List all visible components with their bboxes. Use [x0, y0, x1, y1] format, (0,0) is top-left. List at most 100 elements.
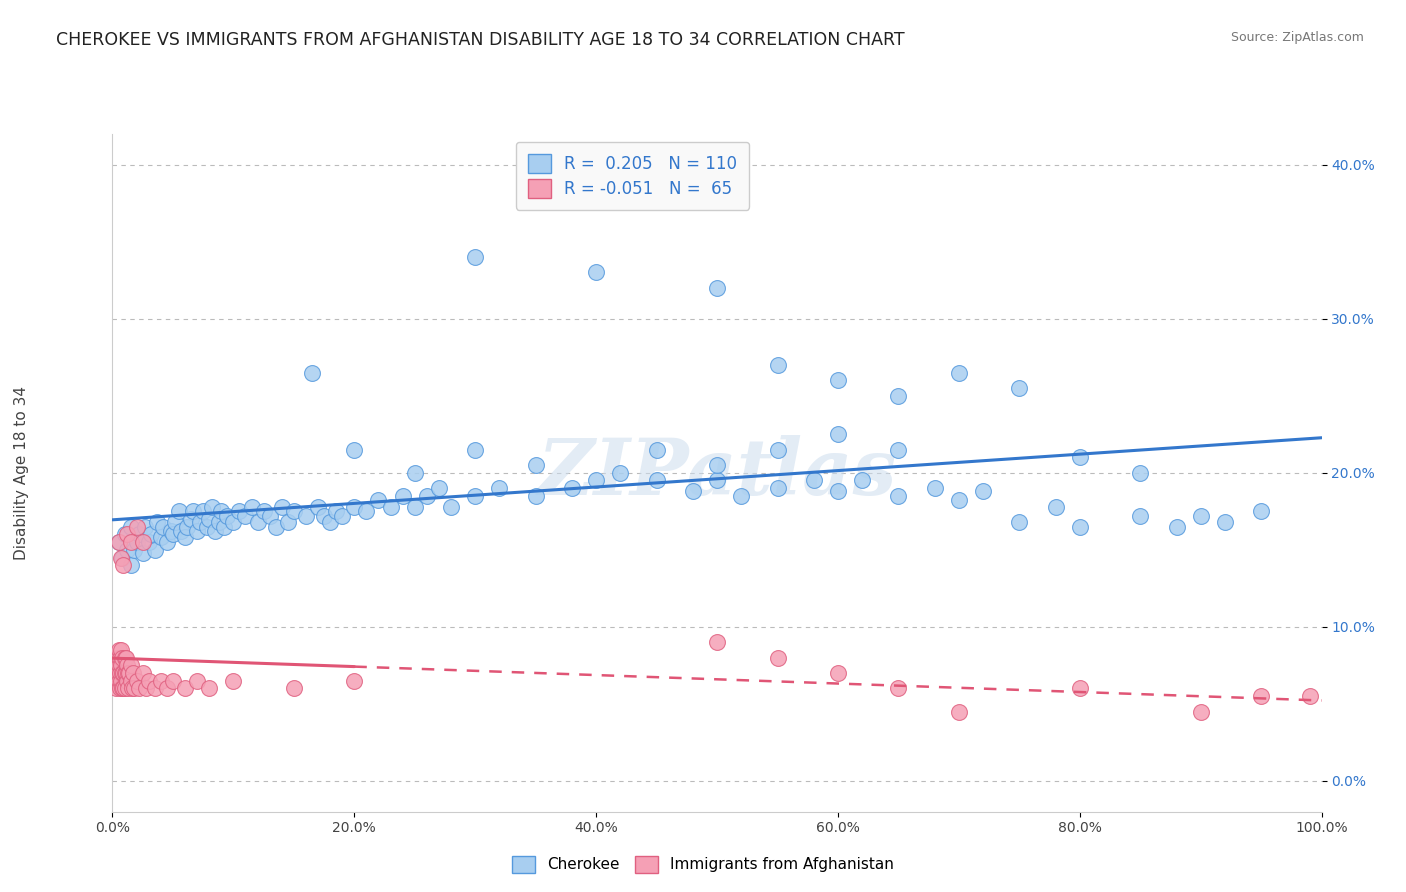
Point	[343, 500, 366, 514]
Point	[887, 681, 910, 696]
Point	[948, 705, 970, 719]
Point	[1189, 705, 1212, 719]
Point	[270, 500, 292, 514]
Point	[120, 535, 142, 549]
Point	[325, 504, 347, 518]
Point	[1069, 519, 1091, 533]
Point	[198, 512, 221, 526]
Text: ZIPatlas: ZIPatlas	[537, 434, 897, 511]
Point	[380, 500, 402, 514]
Point	[208, 515, 231, 529]
Point	[204, 524, 226, 539]
Point	[1250, 504, 1272, 518]
Point	[609, 466, 631, 480]
Point	[222, 515, 245, 529]
Point	[464, 489, 486, 503]
Point	[135, 681, 157, 696]
Point	[149, 531, 172, 545]
Point	[128, 527, 150, 541]
Point	[312, 508, 335, 523]
Point	[112, 558, 135, 573]
Point	[112, 681, 135, 696]
Point	[174, 681, 197, 696]
Point	[105, 666, 128, 681]
Point	[114, 666, 136, 681]
Point	[1008, 515, 1031, 529]
Point	[115, 542, 138, 557]
Point	[427, 481, 450, 495]
Point	[464, 250, 486, 264]
Point	[143, 681, 166, 696]
Point	[235, 508, 257, 523]
Point	[110, 658, 132, 673]
Point	[114, 527, 136, 541]
Point	[195, 519, 218, 533]
Point	[1069, 681, 1091, 696]
Text: Disability Age 18 to 34: Disability Age 18 to 34	[14, 385, 28, 560]
Point	[391, 489, 413, 503]
Point	[295, 508, 318, 523]
Point	[645, 474, 668, 488]
Point	[165, 515, 187, 529]
Point	[887, 442, 910, 457]
Point	[1008, 381, 1031, 395]
Point	[120, 673, 142, 688]
Point	[115, 658, 138, 673]
Legend: Cherokee, Immigrants from Afghanistan: Cherokee, Immigrants from Afghanistan	[505, 848, 901, 880]
Point	[125, 673, 148, 688]
Point	[134, 519, 156, 533]
Point	[264, 519, 287, 533]
Point	[766, 481, 789, 495]
Point	[585, 265, 607, 279]
Point	[167, 504, 190, 518]
Point	[209, 504, 232, 518]
Point	[110, 643, 132, 657]
Point	[188, 515, 211, 529]
Point	[803, 474, 825, 488]
Point	[108, 666, 131, 681]
Point	[924, 481, 946, 495]
Point	[191, 504, 214, 518]
Point	[464, 442, 486, 457]
Point	[827, 484, 849, 499]
Point	[138, 535, 160, 549]
Point	[706, 281, 728, 295]
Point	[343, 442, 366, 457]
Point	[682, 484, 704, 499]
Point	[122, 681, 145, 696]
Point	[117, 681, 139, 696]
Text: CHEROKEE VS IMMIGRANTS FROM AFGHANISTAN DISABILITY AGE 18 TO 34 CORRELATION CHAR: CHEROKEE VS IMMIGRANTS FROM AFGHANISTAN …	[56, 31, 905, 49]
Point	[1298, 689, 1320, 703]
Point	[107, 535, 129, 549]
Point	[319, 515, 342, 529]
Point	[827, 427, 849, 442]
Point	[201, 500, 224, 514]
Point	[1045, 500, 1067, 514]
Point	[174, 531, 197, 545]
Point	[948, 366, 970, 380]
Point	[107, 658, 129, 673]
Point	[1166, 519, 1188, 533]
Point	[115, 527, 138, 541]
Point	[561, 481, 583, 495]
Point	[110, 550, 132, 565]
Point	[186, 524, 208, 539]
Point	[228, 504, 250, 518]
Point	[125, 535, 148, 549]
Point	[404, 500, 426, 514]
Point	[972, 484, 994, 499]
Point	[766, 442, 789, 457]
Point	[132, 666, 155, 681]
Legend: R =  0.205   N = 110, R = -0.051   N =  65: R = 0.205 N = 110, R = -0.051 N = 65	[516, 142, 749, 210]
Point	[343, 673, 366, 688]
Point	[143, 542, 166, 557]
Point	[162, 673, 184, 688]
Point	[1069, 450, 1091, 465]
Point	[112, 666, 135, 681]
Point	[118, 666, 141, 681]
Point	[706, 458, 728, 472]
Point	[222, 673, 245, 688]
Point	[416, 489, 439, 503]
Point	[524, 489, 547, 503]
Point	[120, 658, 142, 673]
